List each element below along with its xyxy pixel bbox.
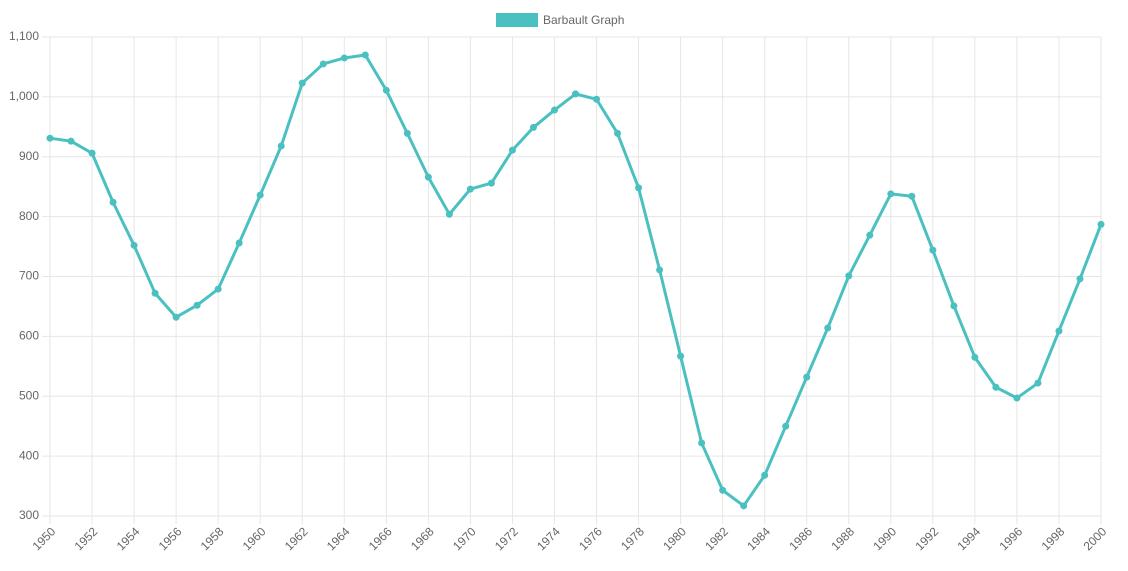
point <box>740 502 748 510</box>
x-tick-label: 1992 <box>912 524 941 553</box>
x-tick-label: 1962 <box>282 524 311 553</box>
point <box>698 439 706 447</box>
y-tick-label: 900 <box>19 149 39 163</box>
x-tick-label: 1998 <box>1039 524 1068 553</box>
point <box>508 146 516 154</box>
x-tick-label: 1958 <box>198 524 227 553</box>
point <box>866 231 874 239</box>
point <box>1076 275 1084 283</box>
point <box>971 353 979 361</box>
point <box>277 142 285 150</box>
x-tick-label: 1988 <box>828 524 857 553</box>
point <box>487 179 495 187</box>
point <box>1097 220 1105 228</box>
x-tick-label: 1986 <box>786 524 815 553</box>
point <box>214 285 222 293</box>
point <box>1055 327 1063 335</box>
x-tick-label: 1984 <box>744 524 773 553</box>
x-tick-label: 1960 <box>240 524 269 553</box>
point <box>803 373 811 381</box>
x-tick-label: 1982 <box>702 524 731 553</box>
point <box>1013 394 1021 402</box>
point <box>319 60 327 68</box>
point <box>719 486 727 494</box>
point <box>256 191 264 199</box>
point <box>782 422 790 430</box>
point <box>529 123 537 131</box>
point <box>151 289 159 297</box>
point <box>361 51 369 59</box>
x-tick-label: 1996 <box>997 524 1026 553</box>
point <box>572 90 579 98</box>
x-tick-label: 1954 <box>114 524 143 553</box>
x-tick-label: 1974 <box>534 524 563 553</box>
x-tick-label: 1968 <box>408 524 437 553</box>
x-tick-label: 1972 <box>492 524 521 553</box>
point <box>382 86 390 94</box>
point <box>1034 379 1042 387</box>
point <box>235 239 243 247</box>
point <box>67 137 75 145</box>
point <box>593 95 601 103</box>
point <box>845 272 853 280</box>
y-tick-label: 600 <box>19 329 39 343</box>
point <box>824 324 832 332</box>
point <box>635 184 643 192</box>
point <box>445 210 453 218</box>
y-tick-label: 1,100 <box>9 29 39 43</box>
legend-item: Barbault Graph <box>496 13 624 27</box>
line <box>49 53 1103 508</box>
point <box>761 471 769 479</box>
point <box>424 173 432 181</box>
x-tick-label: 1994 <box>954 524 983 553</box>
x-tick-label: 1952 <box>72 524 101 553</box>
x-tick-label: 1970 <box>450 524 479 553</box>
x-tick-label: 1978 <box>618 524 647 553</box>
point <box>46 134 54 142</box>
x-tick-label: 1976 <box>576 524 605 553</box>
y-tick-label: 300 <box>19 508 39 522</box>
point <box>656 266 664 274</box>
point <box>466 185 474 193</box>
point <box>550 106 558 114</box>
point <box>403 129 411 137</box>
y-tick-label: 1,000 <box>9 89 39 103</box>
point <box>929 246 937 254</box>
y-tick-label: 800 <box>19 209 39 223</box>
point <box>887 190 895 198</box>
point <box>950 302 958 310</box>
x-tick-label: 1950 <box>30 524 59 553</box>
legend-swatch <box>496 13 538 27</box>
x-tick-label: 2000 <box>1081 524 1110 553</box>
x-tick-label: 1966 <box>366 524 395 553</box>
point <box>908 192 916 200</box>
point <box>172 313 180 321</box>
x-tick-label: 1990 <box>870 524 899 553</box>
point <box>340 54 348 62</box>
y-tick-label: 700 <box>19 269 39 283</box>
point <box>992 383 1000 391</box>
point <box>88 149 96 157</box>
x-tick-label: 1964 <box>324 524 353 553</box>
y-tick-label: 400 <box>19 448 39 462</box>
legend-label: Barbault Graph <box>543 13 624 27</box>
point <box>193 301 201 309</box>
point <box>298 79 306 87</box>
point <box>614 129 622 137</box>
x-tick-label: 1956 <box>156 524 185 553</box>
point <box>677 352 685 360</box>
x-tick-label: 1980 <box>660 524 689 553</box>
point <box>130 241 138 249</box>
y-tick-label: 500 <box>19 388 39 402</box>
point <box>109 198 117 206</box>
